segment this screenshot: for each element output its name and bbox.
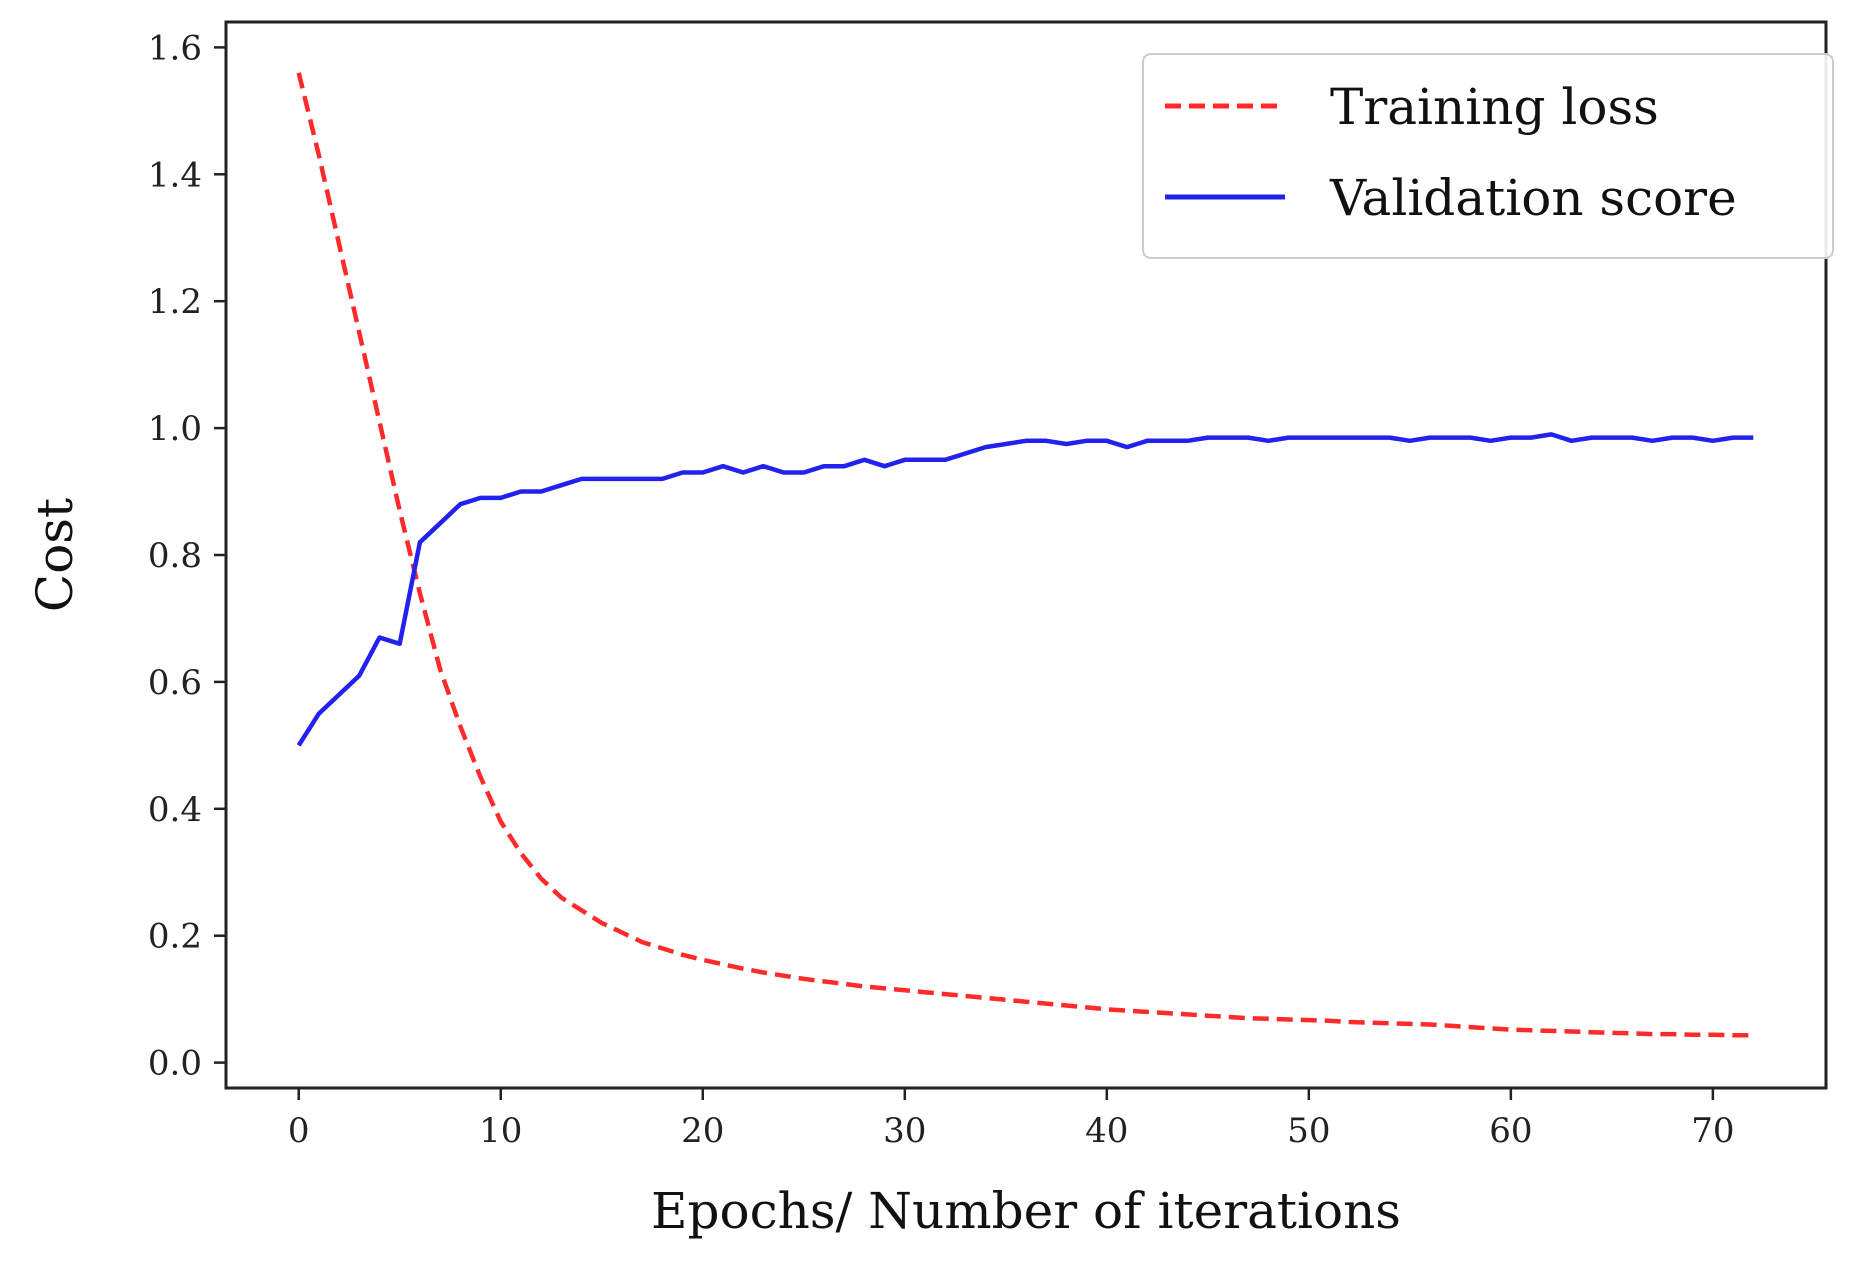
- series-line-training-loss: [296, 72, 1754, 1038]
- y-tick-label: 0.8: [148, 536, 202, 576]
- x-tick-label: 0: [288, 1111, 310, 1151]
- legend-label-validation-score: Validation score: [1329, 169, 1737, 227]
- legend-label-training-loss: Training loss: [1330, 78, 1659, 136]
- series-line-validation-score: [296, 432, 1754, 747]
- y-tick-label: 1.0: [148, 409, 202, 449]
- y-tick-label: 0.4: [148, 790, 202, 830]
- x-axis: 0 10 20 30 40 50 60 70: [288, 1088, 1735, 1151]
- legend-box: [1142, 53, 1834, 259]
- x-tick-label: 40: [1085, 1111, 1128, 1151]
- x-axis-title: Epochs/ Number of iterations: [651, 1182, 1401, 1240]
- y-tick-label: 1.2: [148, 282, 202, 322]
- x-tick-label: 20: [681, 1111, 724, 1151]
- y-tick-label: 0.6: [148, 663, 202, 703]
- y-axis-title: Cost: [26, 498, 84, 612]
- y-tick-label: 0.2: [148, 917, 202, 957]
- y-tick-label: 1.4: [148, 155, 202, 195]
- x-tick-label: 50: [1287, 1111, 1330, 1151]
- y-axis: 0.0 0.2 0.4 0.6 0.8 1.0 1.2 1.4 1.6: [148, 28, 226, 1084]
- legend: Training loss Validation score: [1142, 53, 1834, 259]
- x-tick-label: 10: [479, 1111, 522, 1151]
- y-tick-label: 0.0: [148, 1044, 202, 1084]
- series-layer: [296, 72, 1754, 1038]
- x-tick-label: 30: [883, 1111, 926, 1151]
- x-tick-label: 70: [1691, 1111, 1734, 1151]
- y-tick-label: 1.6: [148, 28, 202, 68]
- x-tick-label: 60: [1489, 1111, 1532, 1151]
